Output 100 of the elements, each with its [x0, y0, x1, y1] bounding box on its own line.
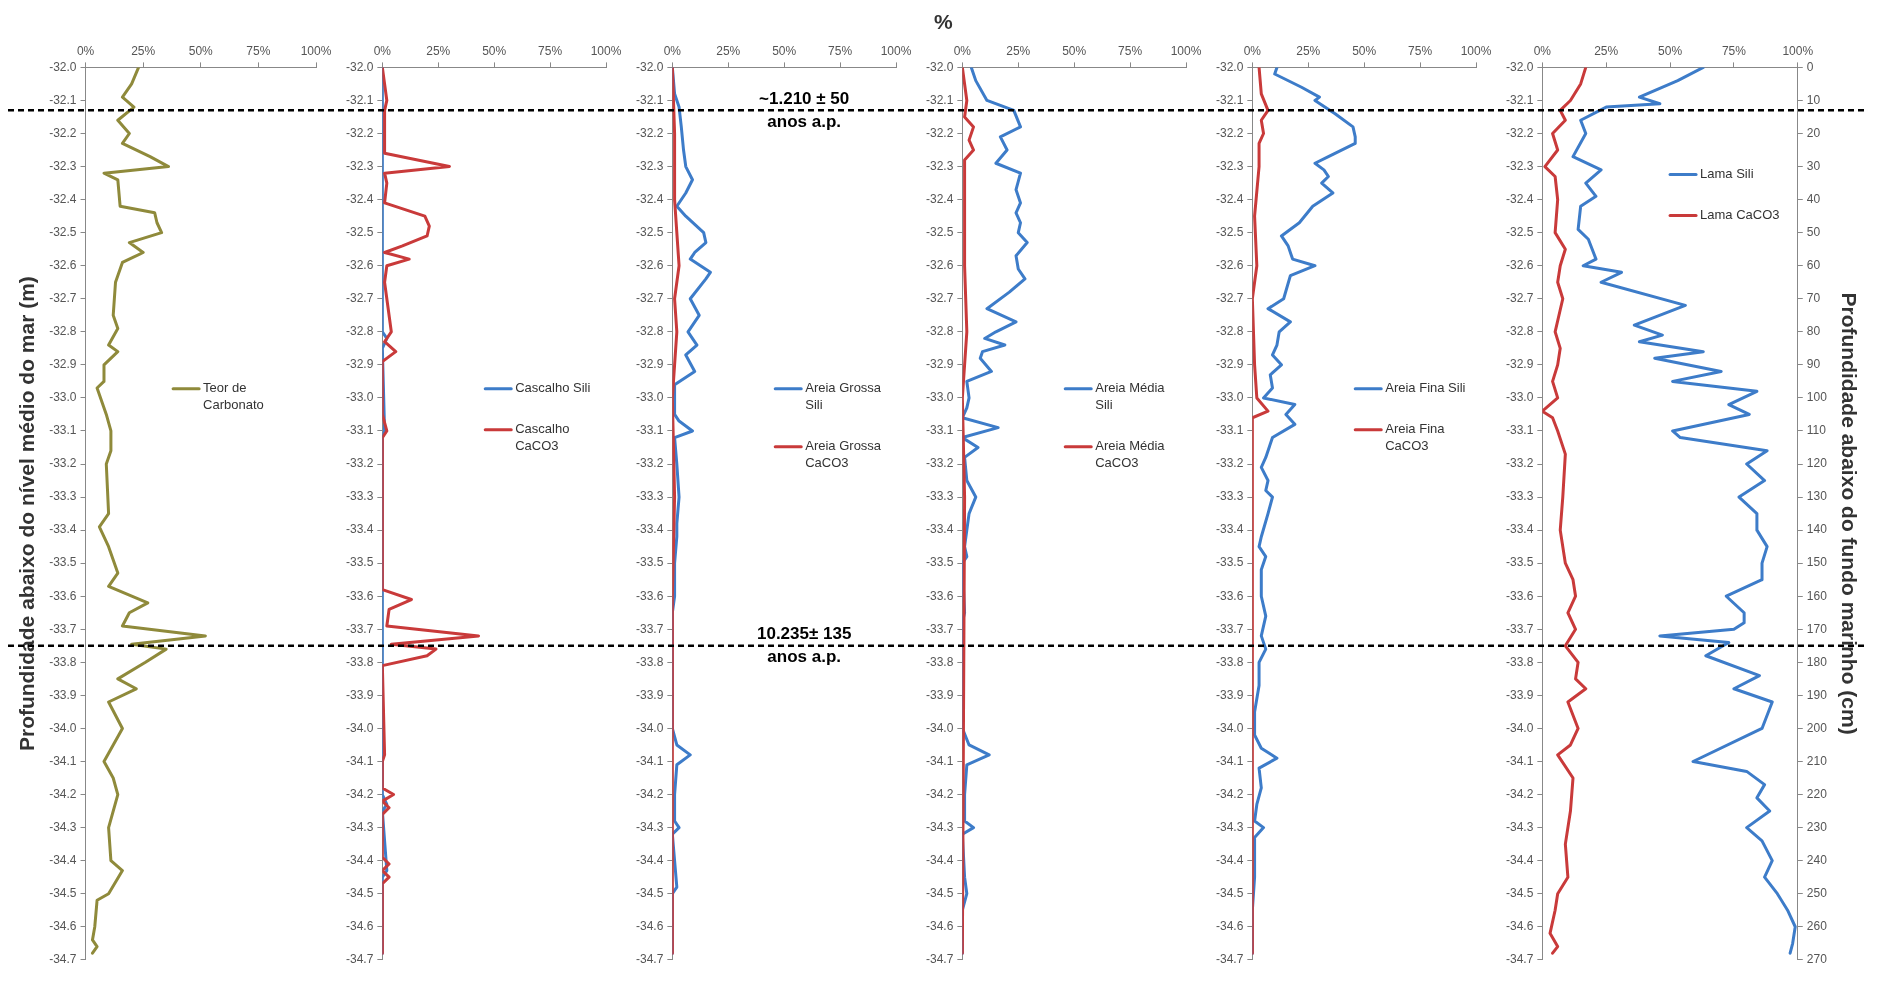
x-tick-label: 100%: [590, 43, 622, 58]
y-tick-label: -32.4: [345, 191, 374, 206]
y-tick-label: -34.1: [635, 753, 664, 768]
y-tick-label: -33.3: [925, 489, 954, 504]
y-tick-label: -33.1: [345, 423, 374, 438]
x-tick-label: 75%: [1118, 43, 1143, 58]
y-tick-label: -32.1: [49, 92, 77, 107]
y-tick-label: -34.5: [635, 886, 664, 901]
y-tick-label: -33.1: [49, 423, 77, 438]
y-tick-label: -34.0: [49, 720, 77, 735]
y-tick-label: -34.7: [1215, 952, 1244, 967]
y-tick-label: -34.1: [345, 753, 374, 768]
x-tick-label: 50%: [1352, 43, 1377, 58]
y-tick-label: -32.4: [1215, 191, 1244, 206]
y2-tick-label: 0: [1806, 59, 1814, 74]
y-tick-label: -34.3: [1215, 819, 1244, 834]
y-tick-label: -32.3: [1505, 158, 1534, 173]
y2-tick-label: 190: [1806, 687, 1828, 702]
y-tick-label: -33.5: [925, 555, 954, 570]
x-tick-label: 25%: [1006, 43, 1031, 58]
legend-label: Cascalho CaCO3: [515, 421, 570, 454]
y-tick-label: -32.6: [635, 258, 664, 273]
y-tick-label: -32.3: [345, 158, 374, 173]
x-tick-label: 50%: [1062, 43, 1087, 58]
y-tick-label: -33.6: [1215, 588, 1244, 603]
y-tick-label: -33.0: [345, 390, 374, 405]
y2-tick-label: 10: [1806, 92, 1821, 107]
y-tick-label: -34.6: [1215, 919, 1244, 934]
x-tick-label: 75%: [1721, 43, 1747, 58]
legend-label: Lama CaCO3: [1700, 207, 1780, 223]
y2-tick-label: 160: [1806, 588, 1828, 603]
y-tick-label: -32.0: [635, 59, 664, 74]
y-tick-label: -32.4: [635, 191, 664, 206]
y2-axis-title: Profundidade abaixo do fundo marinho (cm): [1837, 292, 1861, 735]
y-tick-label: -32.6: [1215, 258, 1244, 273]
x-tick-label: 0%: [76, 43, 95, 58]
y-tick-label: -34.1: [925, 753, 954, 768]
y-tick-label: -32.1: [345, 92, 374, 107]
y2-tick-label: 180: [1806, 654, 1828, 669]
y-tick-label: -32.8: [1215, 324, 1244, 339]
y-tick-label: -32.0: [1215, 59, 1244, 74]
y-tick-label: -32.6: [345, 258, 374, 273]
y-tick-label: -34.1: [1215, 753, 1244, 768]
y-tick-label: -34.5: [345, 886, 374, 901]
y2-tick-label: 250: [1806, 886, 1828, 901]
y-tick-label: -34.2: [345, 786, 374, 801]
x-tick-label: 0%: [1243, 43, 1262, 58]
y2-tick-label: 220: [1806, 786, 1828, 801]
y2-tick-label: 40: [1806, 191, 1821, 206]
y-tick-label: -32.1: [1505, 92, 1534, 107]
y-tick-label: -33.4: [1215, 522, 1244, 537]
y-tick-label: -32.6: [1505, 258, 1534, 273]
x-tick-label: 100%: [1170, 43, 1202, 58]
y-tick-label: -32.6: [925, 258, 954, 273]
y-tick-label: -34.3: [635, 819, 664, 834]
y2-tick-label: 90: [1806, 357, 1821, 372]
y-tick-label: -33.8: [635, 654, 664, 669]
y-tick-label: -33.8: [345, 654, 374, 669]
y-tick-label: -32.9: [345, 357, 374, 372]
y-tick-label: -32.5: [1215, 224, 1244, 239]
y-tick-label: -34.4: [49, 852, 77, 867]
x-tick-label: 0%: [663, 43, 682, 58]
y-tick-label: -32.9: [49, 357, 77, 372]
y-tick-label: -32.1: [635, 92, 664, 107]
y-tick-label: -32.3: [925, 158, 954, 173]
y-tick-label: -32.5: [345, 224, 374, 239]
legend-label: Areia Fina CaCO3: [1385, 421, 1446, 454]
y-tick-label: -32.5: [1505, 224, 1534, 239]
y-tick-label: -32.8: [1505, 324, 1534, 339]
y-tick-label: -32.0: [49, 59, 77, 74]
y2-tick-label: 170: [1806, 621, 1828, 636]
y-tick-label: -32.7: [345, 291, 374, 306]
x-tick-label: 50%: [188, 43, 214, 58]
y-tick-label: -33.6: [345, 588, 374, 603]
y-tick-label: -34.2: [49, 786, 77, 801]
y-tick-label: -33.0: [49, 390, 77, 405]
y-tick-label: -32.9: [1505, 357, 1534, 372]
y-tick-label: -32.8: [345, 324, 374, 339]
y-tick-label: -32.2: [1215, 125, 1244, 140]
y-tick-label: -34.2: [1215, 786, 1244, 801]
y-tick-label: -32.2: [925, 125, 954, 140]
x-tick-label: 100%: [880, 43, 912, 58]
y-tick-label: -33.8: [1215, 654, 1244, 669]
y-tick-label: -34.4: [345, 852, 374, 867]
x-tick-label: 25%: [1296, 43, 1321, 58]
x-tick-label: 75%: [538, 43, 563, 58]
y-tick-label: -33.8: [1505, 654, 1534, 669]
y-tick-label: -33.2: [925, 456, 954, 471]
y-tick-label: -33.4: [1505, 522, 1534, 537]
y-tick-label: -32.1: [1215, 92, 1244, 107]
y-tick-label: -34.4: [635, 852, 664, 867]
y-tick-label: -32.7: [635, 291, 664, 306]
x-tick-label: 25%: [716, 43, 741, 58]
y-tick-label: -33.1: [1505, 423, 1534, 438]
y-tick-label: -32.2: [635, 125, 664, 140]
y-tick-label: -34.4: [925, 852, 954, 867]
y-tick-label: -34.0: [925, 720, 954, 735]
y2-tick-label: 240: [1806, 852, 1828, 867]
x-tick-label: 75%: [246, 43, 271, 58]
x-tick-label: 50%: [482, 43, 507, 58]
